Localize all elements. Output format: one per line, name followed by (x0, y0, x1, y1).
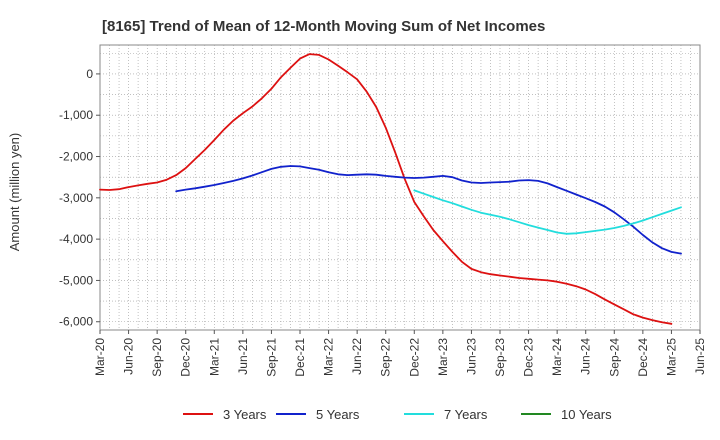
x-tick-label: Sep-21 (264, 338, 278, 377)
x-tick-label: Jun-20 (122, 338, 136, 375)
x-tick-label: Sep-23 (493, 338, 507, 377)
x-tick-label: Dec-23 (522, 338, 536, 377)
x-tick-label: Jun-25 (693, 338, 707, 375)
y-tick-label: -3,000 (59, 191, 93, 205)
series-lines (99, 53, 682, 325)
x-tick-label: Mar-24 (550, 338, 564, 376)
legend: 3 Years 5 Years 7 Years 10 Years (183, 407, 612, 422)
x-tick-label: Jun-21 (236, 338, 250, 375)
y-tick-label: 0 (86, 67, 93, 81)
series-line-7-years (413, 189, 682, 235)
series-line-3-years (99, 53, 673, 325)
chart-title: [8165] Trend of Mean of 12-Month Moving … (102, 18, 545, 35)
x-tick-label: Dec-20 (179, 338, 193, 377)
grid (99, 44, 701, 331)
y-axis-title: Amount (million yen) (7, 133, 22, 252)
x-tick-label: Jun-22 (350, 338, 364, 375)
x-tick-label: Dec-24 (636, 338, 650, 377)
axes: 0-1,000-2,000-3,000-4,000-5,000-6,000Mar… (59, 67, 707, 377)
x-tick-label: Sep-24 (607, 338, 621, 377)
x-tick-label: Jun-24 (579, 338, 593, 375)
x-tick-label: Sep-20 (150, 338, 164, 377)
legend-label: 7 Years (444, 407, 488, 422)
x-tick-label: Mar-25 (664, 338, 678, 376)
x-tick-label: Mar-23 (436, 338, 450, 376)
series-line-5-years (175, 165, 682, 255)
y-tick-label: -4,000 (59, 232, 93, 246)
y-tick-label: -5,000 (59, 273, 93, 287)
y-tick-label: -2,000 (59, 150, 93, 164)
plot-area (99, 44, 701, 331)
y-tick-label: -6,000 (59, 315, 93, 329)
legend-label: 10 Years (561, 407, 612, 422)
x-tick-label: Mar-20 (93, 338, 107, 376)
x-tick-label: Dec-22 (407, 338, 421, 377)
x-tick-label: Dec-21 (293, 338, 307, 377)
x-tick-label: Mar-21 (207, 338, 221, 376)
x-tick-label: Jun-23 (464, 338, 478, 375)
y-tick-label: -1,000 (59, 108, 93, 122)
x-tick-label: Sep-22 (379, 338, 393, 377)
legend-label: 5 Years (316, 407, 360, 422)
x-tick-label: Mar-22 (322, 338, 336, 376)
legend-label: 3 Years (223, 407, 267, 422)
